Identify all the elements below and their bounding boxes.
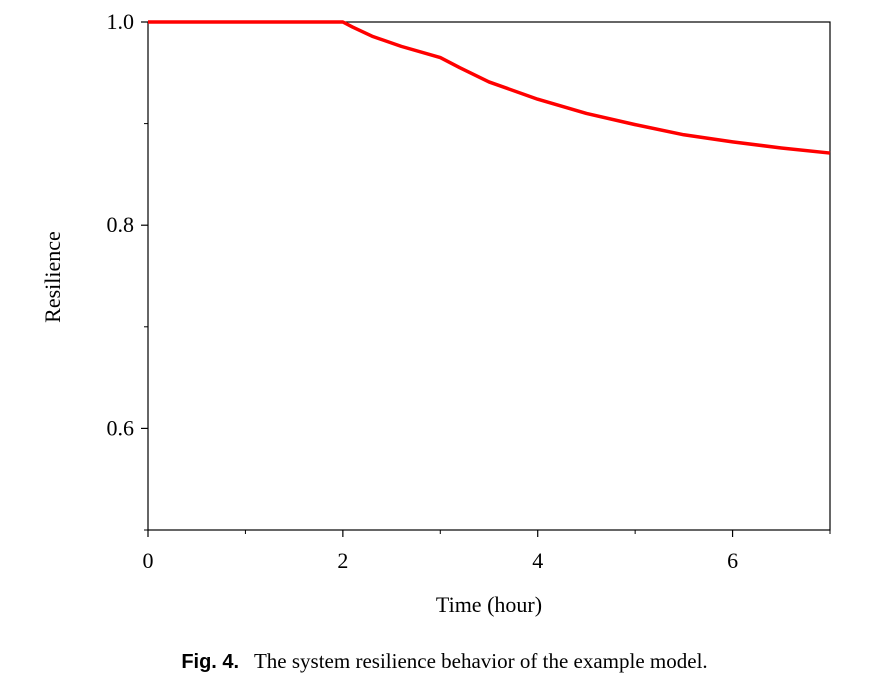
x-tick-label: 6 — [727, 548, 738, 573]
plot-frame — [147, 21, 831, 531]
x-tick-label: 4 — [532, 548, 543, 573]
x-axis-title: Time (hour) — [436, 592, 542, 617]
ticks: 0 2 4 6 0.6 0.8 1.0 — [107, 9, 831, 573]
y-tick-label: 0.8 — [107, 212, 135, 237]
y-tick-label: 1.0 — [107, 9, 135, 34]
x-tick-label: 2 — [337, 548, 348, 573]
x-tick-label: 0 — [143, 548, 154, 573]
series-layer — [148, 20, 831, 155]
figure-caption-text: The system resilience behavior of the ex… — [253, 649, 708, 673]
chart: 0 2 4 6 0.6 0.8 1.0 Time (hour) Resilience — [40, 9, 831, 617]
series-line-resilience — [148, 20, 831, 155]
y-axis-title: Resilience — [40, 231, 65, 323]
figure-label: Fig. 4. — [181, 651, 240, 673]
figure-caption: Fig. 4. The system resilience behavior o… — [0, 649, 889, 674]
axes — [147, 21, 831, 531]
y-tick-label: 0.6 — [107, 415, 135, 440]
